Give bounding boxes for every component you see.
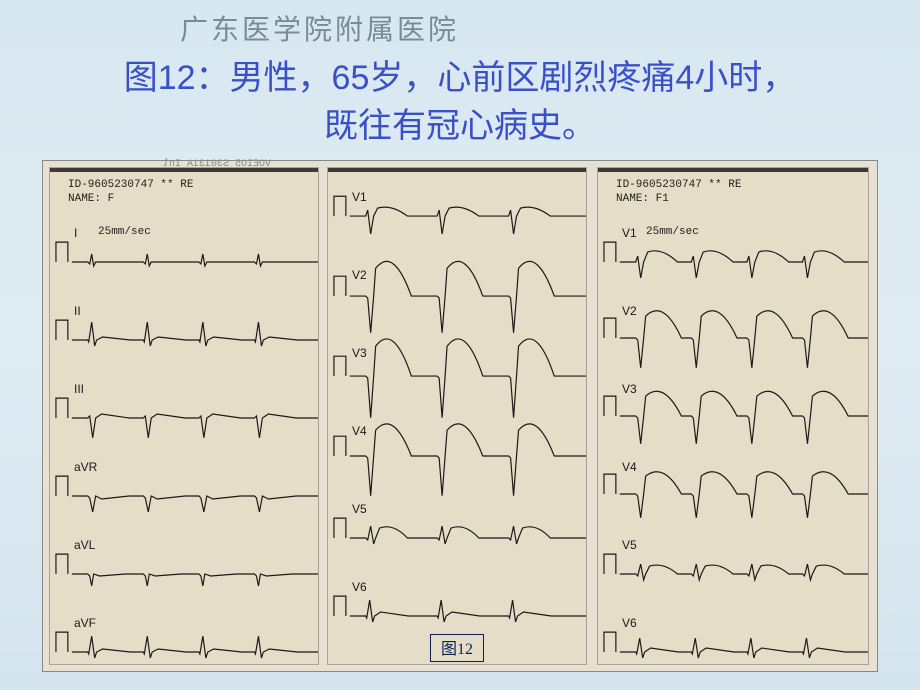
- t-n3: 4: [675, 59, 694, 97]
- ecg-trace-v4: [328, 420, 586, 498]
- t-pre: 图: [124, 60, 158, 97]
- p1-name: NAME: F: [68, 192, 312, 206]
- title-line2: 既往有冠心病史。: [324, 108, 596, 145]
- t-end: 小时，: [694, 60, 796, 97]
- ecg-trace-v6: [598, 612, 868, 665]
- ecg-trace-v2: [328, 264, 586, 342]
- ecg-trace-iii: [50, 378, 318, 456]
- ecg-trace-v3: [328, 342, 586, 420]
- ecg-trace-v5: [598, 534, 868, 612]
- panel3-header: ID-9605230747 ** RE NAME: F1: [616, 178, 862, 207]
- ecg-trace-v1: [328, 186, 586, 264]
- ecg-figure: VOEIO5 S30131A Inl ID-9605230747 ** RE N…: [42, 160, 878, 672]
- p1-id: ID-9605230747 ** RE: [68, 178, 312, 192]
- ecg-panel-precordial-b: ID-9605230747 ** RE NAME: F1 V125mm/secV…: [597, 167, 869, 665]
- ecg-panel-precordial-a: V1V2V3V4V5V6 图12: [327, 167, 587, 665]
- p3-id: ID-9605230747 ** RE: [616, 178, 862, 192]
- figure-caption: 图12: [430, 634, 484, 662]
- ecg-trace-v1: [598, 222, 868, 300]
- t-mid: ：男性，: [196, 60, 332, 97]
- panel1-header: ID-9605230747 ** RE NAME: F: [68, 178, 312, 207]
- ecg-trace-v3: [598, 378, 868, 456]
- ecg-trace-avl: [50, 534, 318, 612]
- p3-name: NAME: F1: [616, 192, 862, 206]
- title-line1: 图12：男性，65岁，心前区剧烈疼痛4小时，: [124, 60, 797, 97]
- ecg-panel-limb-leads: ID-9605230747 ** RE NAME: F I25mm/secIII…: [49, 167, 319, 665]
- ecg-trace-avr: [50, 456, 318, 534]
- t-n1: 12: [158, 59, 196, 97]
- t-post: 岁，心前区剧烈疼痛: [369, 60, 675, 97]
- ecg-trace-v2: [598, 300, 868, 378]
- ecg-trace-ii: [50, 300, 318, 378]
- slide-title: 图12：男性，65岁，心前区剧烈疼痛4小时， 既往有冠心病史。: [0, 55, 920, 150]
- ecg-trace-v5: [328, 498, 586, 576]
- ecg-trace-i: [50, 222, 318, 300]
- t-n2: 65: [332, 59, 370, 97]
- hospital-watermark: 广东医学院附属医院: [180, 8, 459, 48]
- ecg-trace-v4: [598, 456, 868, 534]
- ecg-trace-avf: [50, 612, 318, 665]
